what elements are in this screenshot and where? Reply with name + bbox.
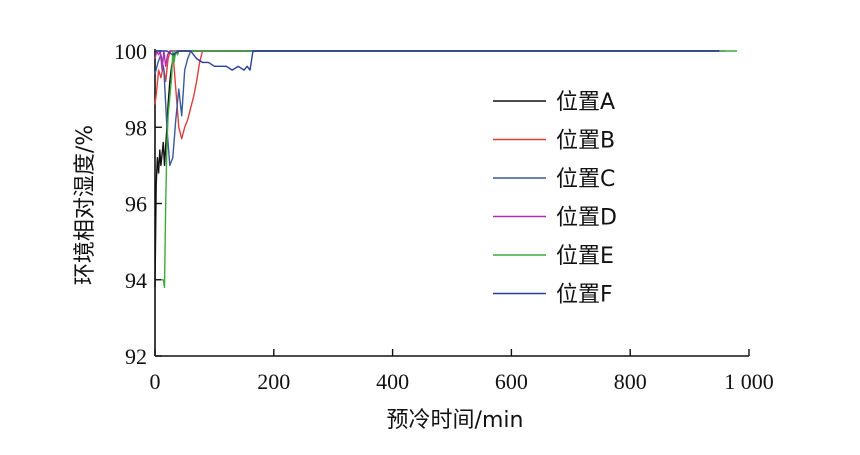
legend: 位置A 位置B 位置C 位置D 位置E 位置F <box>493 90 617 308</box>
y-axis-title: 环境相对湿度/% <box>73 125 98 285</box>
x-tick-label: 1 000 <box>724 369 774 394</box>
x-tick-label: 400 <box>376 369 409 394</box>
axes: 0 200 400 600 800 1 000 92 94 96 98 100 <box>114 39 774 394</box>
legend-label: 位置A <box>556 90 615 115</box>
legend-label: 位置F <box>556 283 613 308</box>
legend-label: 位置D <box>556 206 617 231</box>
legend-label: 位置C <box>556 167 615 192</box>
series-line-位置E <box>160 50 738 289</box>
y-tick-label: 96 <box>125 192 147 217</box>
series-line-位置C <box>154 50 720 167</box>
series-line-位置F <box>155 50 720 71</box>
series-line-位置A <box>154 50 720 288</box>
legend-label: 位置B <box>556 129 615 154</box>
x-tick-label: 600 <box>495 369 528 394</box>
y-tick-label: 94 <box>125 268 147 293</box>
series-line-位置B <box>154 50 714 140</box>
x-tick-label: 800 <box>614 369 647 394</box>
y-tick-label: 100 <box>114 39 147 64</box>
y-tick-label: 92 <box>125 344 147 369</box>
legend-label: 位置E <box>556 244 614 269</box>
y-tick-label: 98 <box>125 115 147 140</box>
x-axis-title: 预冷时间/min <box>387 408 524 433</box>
x-tick-label: 0 <box>150 369 161 394</box>
series-layer <box>154 50 738 289</box>
x-tick-label: 200 <box>257 369 290 394</box>
